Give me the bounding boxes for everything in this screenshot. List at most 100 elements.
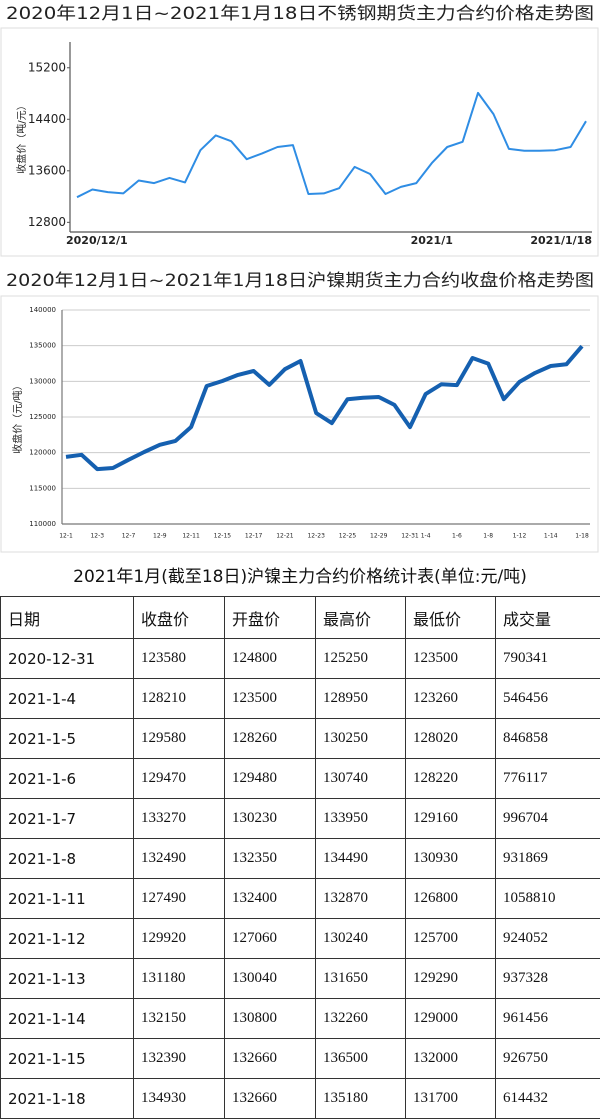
x-tick-label: 12-17 (245, 533, 263, 540)
table-cell: 130930 (406, 839, 496, 879)
chart-title: 2020年12月1日~2021年1月18日沪镍期货主力合约收盘价格走势图 (6, 271, 594, 291)
table-cell: 926750 (496, 1039, 600, 1079)
table-cell: 1058810 (496, 879, 600, 919)
x-tick-label: 1-12 (513, 533, 527, 540)
table-cell: 132490 (134, 839, 225, 879)
chart-frame (1, 296, 598, 552)
table-cell: 123500 (225, 679, 316, 719)
header-row: 日期收盘价开盘价最高价最低价成交量 (1, 597, 600, 639)
table-cell: 2021-1-14 (1, 999, 134, 1039)
y-tick-label: 115000 (29, 484, 56, 492)
y-tick-label: 12800 (28, 215, 66, 229)
table-cell: 132870 (316, 879, 406, 919)
table-cell: 129920 (134, 919, 225, 959)
table-cell: 2021-1-7 (1, 799, 134, 839)
table-cell: 125700 (406, 919, 496, 959)
table-cell: 129580 (134, 719, 225, 759)
table-cell: 132400 (225, 879, 316, 919)
table-cell: 134490 (316, 839, 406, 879)
table-cell: 931869 (496, 839, 600, 879)
x-tick-label: 1-14 (544, 533, 558, 540)
table-cell: 846858 (496, 719, 600, 759)
y-tick-label: 130000 (29, 377, 56, 385)
chart-title: 2020年12月1日~2021年1月18日不锈钢期货主力合约价格走势图 (6, 4, 594, 24)
table-cell: 132150 (134, 999, 225, 1039)
table-cell: 123580 (134, 639, 225, 679)
x-tick-label: 1-18 (575, 533, 589, 540)
table-cell: 133270 (134, 799, 225, 839)
header-cell: 日期 (1, 597, 134, 639)
x-tick-label: 12-15 (214, 533, 232, 540)
table-cell: 614432 (496, 1079, 600, 1119)
table-cell: 128220 (406, 759, 496, 799)
x-tick-label: 1-4 (421, 533, 431, 540)
table-cell: 132260 (316, 999, 406, 1039)
x-tick-label: 12-23 (307, 533, 325, 540)
table-cell: 125250 (316, 639, 406, 679)
table-cell: 133950 (316, 799, 406, 839)
table-cell: 2021-1-6 (1, 759, 134, 799)
table-cell: 135180 (316, 1079, 406, 1119)
x-tick-label: 12-1 (59, 533, 73, 540)
table-cell: 123500 (406, 639, 496, 679)
table-cell: 132660 (225, 1079, 316, 1119)
table-title: 2021年1月(截至18日)沪镍主力合约价格统计表(单位:元/吨) (0, 562, 600, 587)
table-cell: 136500 (316, 1039, 406, 1079)
table-cell: 123260 (406, 679, 496, 719)
y-tick-label: 14400 (28, 112, 66, 126)
table-cell: 996704 (496, 799, 600, 839)
table-cell: 127060 (225, 919, 316, 959)
y-tick-label: 13600 (28, 163, 66, 177)
header-cell: 开盘价 (225, 597, 316, 639)
table-cell: 131650 (316, 959, 406, 999)
x-tick-label: 2021/1 (411, 234, 453, 247)
table-cell: 2021-1-5 (1, 719, 134, 759)
table-cell: 128020 (406, 719, 496, 759)
table-cell: 132390 (134, 1039, 225, 1079)
table-cell: 128260 (225, 719, 316, 759)
table-cell: 961456 (496, 999, 600, 1039)
charts: 2020年12月1日~2021年1月18日不锈钢期货主力合约价格走势图 12800… (0, 0, 600, 556)
x-tick-label: 2020/12/1 (66, 234, 128, 247)
table-cell: 127490 (134, 879, 225, 919)
table-cell: 128210 (134, 679, 225, 719)
table-cell: 2021-1-4 (1, 679, 134, 719)
x-tick-label: 12-25 (339, 533, 357, 540)
y-axis-label: 收盘价（元/吨） (11, 380, 24, 453)
table-cell: 2020-12-31 (1, 639, 134, 679)
x-tick-label: 12-11 (182, 533, 200, 540)
table-cell: 130250 (316, 719, 406, 759)
x-tick-label: 1-8 (483, 533, 493, 540)
table-cell: 2021-1-18 (1, 1079, 134, 1119)
header-cell: 收盘价 (134, 597, 225, 639)
y-tick-label: 15200 (28, 60, 66, 74)
table-cell: 129480 (225, 759, 316, 799)
table-cell: 2021-1-13 (1, 959, 134, 999)
x-tick-label: 12-9 (153, 533, 167, 540)
series-line (66, 346, 582, 469)
table-cell: 128950 (316, 679, 406, 719)
table-cell: 126800 (406, 879, 496, 919)
table-cell: 130740 (316, 759, 406, 799)
x-tick-label: 12-29 (370, 533, 388, 540)
x-tick-label: 12-7 (122, 533, 136, 540)
series-line (77, 93, 586, 197)
x-tick-label: 12-3 (90, 533, 104, 540)
y-axis-label: 收盘价（吨/元） (15, 100, 28, 173)
table-cell: 2021-1-15 (1, 1039, 134, 1079)
table-cell: 129290 (406, 959, 496, 999)
table-cell: 131700 (406, 1079, 496, 1119)
table-cell: 790341 (496, 639, 600, 679)
table-cell: 132350 (225, 839, 316, 879)
